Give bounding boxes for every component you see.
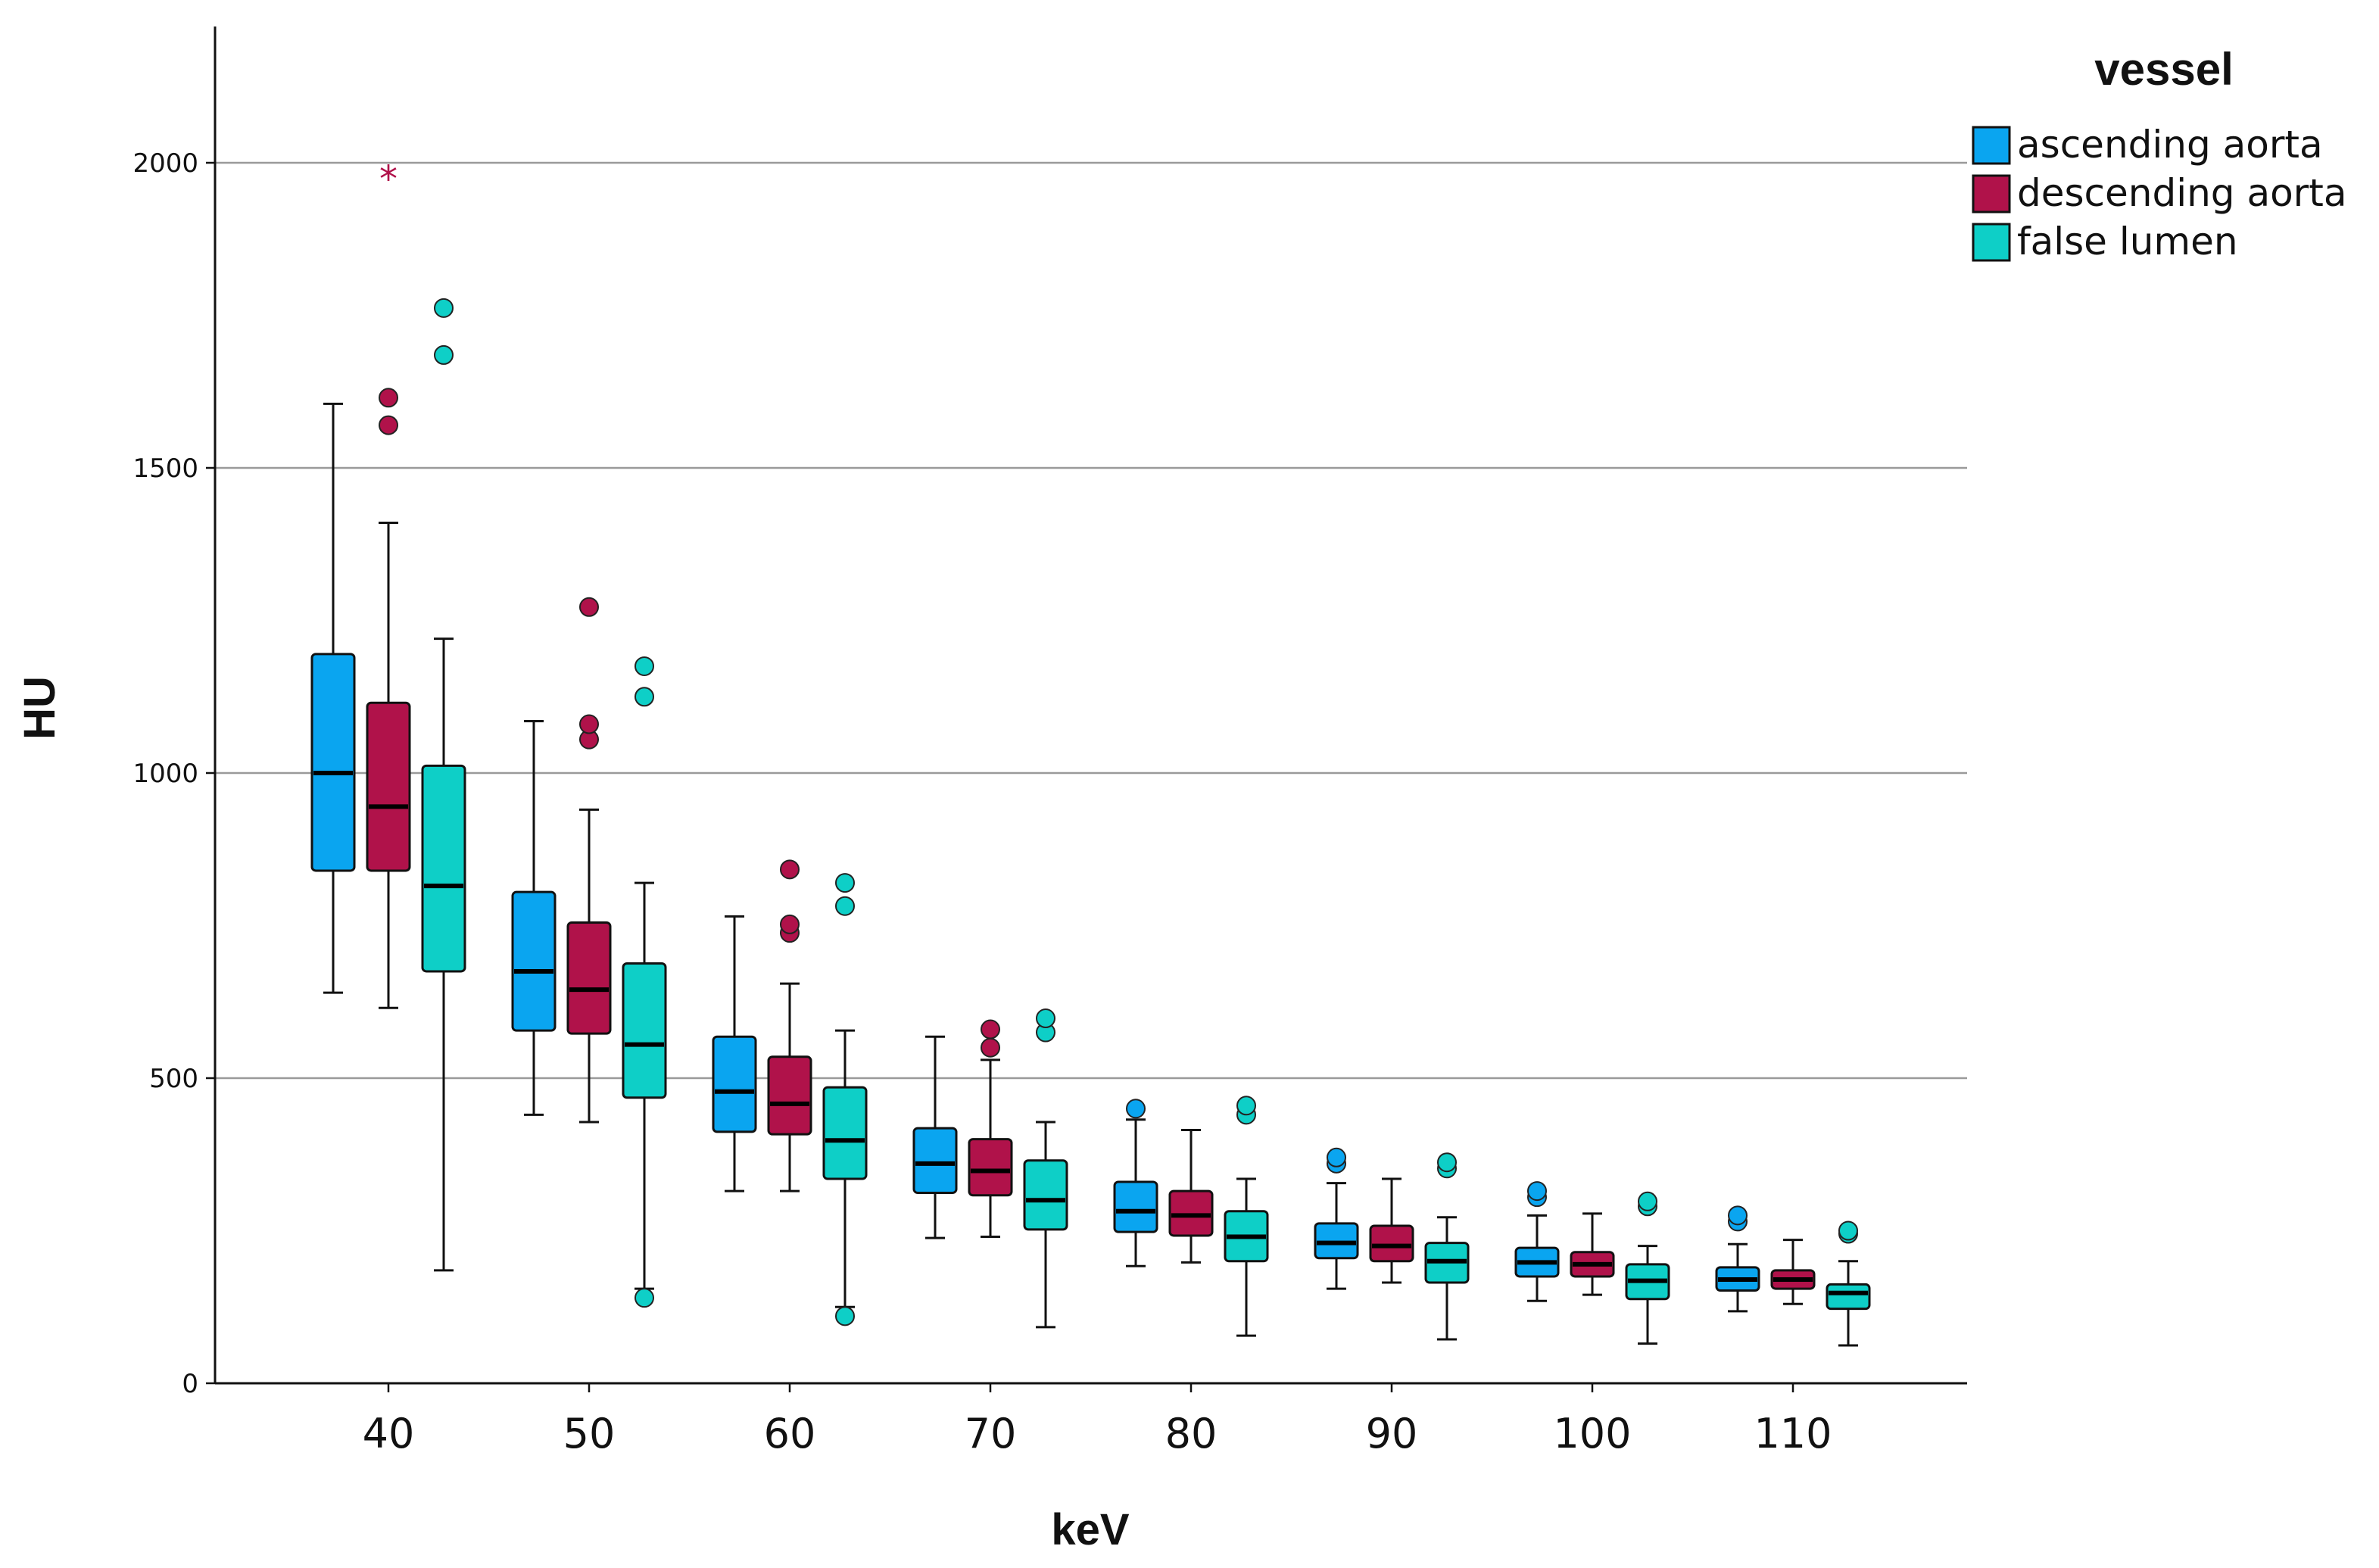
box-false-lumen-40 <box>421 298 466 1272</box>
series-ascending-aorta <box>310 402 1760 1313</box>
box-ascending-aorta-110 <box>1715 1205 1760 1313</box>
outlier-point <box>981 1037 1000 1058</box>
box-iqr <box>1113 1180 1158 1233</box>
series-descending-aorta: * <box>366 158 1816 1305</box>
box-iqr <box>968 1138 1013 1197</box>
series-false-lumen <box>421 298 1871 1347</box>
outlier-point <box>1728 1205 1748 1226</box>
y-tick-label-1500: 1500 <box>133 454 198 484</box>
legend-swatch-descending-aorta <box>1972 174 2011 214</box>
x-tick-label-50: 50 <box>563 1410 616 1457</box>
box-iqr <box>566 921 612 1035</box>
y-tick-label-1000: 1000 <box>133 759 198 789</box>
outlier-point <box>835 873 855 893</box>
outlier-point <box>434 344 454 365</box>
y-tick-label-2000: 2000 <box>133 148 198 179</box>
box-iqr <box>310 653 356 872</box>
legend-swatch-ascending-aorta <box>1972 126 2011 165</box>
x-tick-label-90: 90 <box>1366 1410 1418 1457</box>
box-iqr <box>421 764 466 973</box>
outlier-point <box>780 859 800 880</box>
box-iqr <box>822 1086 868 1180</box>
box-iqr <box>1369 1224 1414 1263</box>
box-descending-aorta-40: * <box>366 158 411 1009</box>
outlier-point <box>1838 1220 1858 1241</box>
box-false-lumen-90 <box>1424 1152 1470 1341</box>
outlier-point <box>1036 1008 1055 1029</box>
x-axis-ticks: 40 50 60 70 80 90 100 110 <box>363 1383 1832 1457</box>
gridlines <box>215 161 1967 1080</box>
y-axis-title: HU <box>15 676 64 740</box>
outlier-point <box>635 656 654 676</box>
box-series: * <box>310 158 1871 1347</box>
box-ascending-aorta-100 <box>1514 1181 1560 1302</box>
extreme-point: * <box>379 158 398 201</box>
box-ascending-aorta-60 <box>712 915 757 1192</box>
outlier-point <box>635 1288 654 1308</box>
x-tick-label-100: 100 <box>1553 1410 1631 1457</box>
legend-label-false-lumen: false lumen <box>2017 220 2238 263</box>
outlier-point <box>379 415 398 435</box>
box-false-lumen-50 <box>622 656 667 1308</box>
outlier-point <box>1527 1181 1547 1202</box>
outlier-point <box>434 298 454 318</box>
outlier-point <box>579 597 599 617</box>
outlier-point <box>1327 1147 1346 1167</box>
box-false-lumen-100 <box>1625 1191 1670 1345</box>
box-descending-aorta-50 <box>566 597 612 1124</box>
box-ascending-aorta-80 <box>1113 1099 1158 1267</box>
legend-label-descending-aorta: descending aorta <box>2017 171 2346 215</box>
outlier-point <box>1126 1099 1146 1119</box>
outlier-point <box>981 1019 1000 1040</box>
outlier-point <box>1437 1152 1457 1173</box>
x-tick-label-60: 60 <box>764 1410 816 1457</box>
outlier-point <box>1236 1096 1256 1116</box>
legend-label-ascending-aorta: ascending aorta <box>2017 123 2323 167</box>
box-descending-aorta-60 <box>767 859 812 1192</box>
box-descending-aorta-100 <box>1570 1212 1615 1296</box>
outlier-point <box>1638 1191 1657 1211</box>
x-tick-label-110: 110 <box>1754 1410 1832 1457</box>
box-iqr <box>767 1055 812 1136</box>
box-ascending-aorta-70 <box>912 1035 958 1239</box>
outlier-point <box>579 714 599 734</box>
outlier-point <box>379 388 398 408</box>
box-false-lumen-80 <box>1224 1096 1269 1337</box>
legend-title: vessel <box>2094 44 2234 95</box>
y-tick-label-0: 0 <box>182 1369 198 1399</box>
box-descending-aorta-90 <box>1369 1177 1414 1284</box>
box-iqr <box>1826 1283 1871 1311</box>
box-iqr <box>366 701 411 872</box>
legend-swatch-false-lumen <box>1972 223 2011 262</box>
box-ascending-aorta-40 <box>310 402 356 994</box>
outlier-point <box>835 1306 855 1326</box>
y-tick-label-500: 500 <box>149 1064 198 1094</box>
box-false-lumen-70 <box>1023 1008 1068 1329</box>
box-false-lumen-60 <box>822 873 868 1326</box>
x-tick-label-80: 80 <box>1165 1410 1218 1457</box>
box-false-lumen-110 <box>1826 1220 1871 1347</box>
box-iqr <box>912 1127 958 1195</box>
box-iqr <box>511 890 557 1032</box>
box-iqr <box>622 962 667 1099</box>
box-descending-aorta-70 <box>968 1019 1013 1239</box>
outlier-point <box>780 914 800 934</box>
box-iqr <box>712 1035 757 1133</box>
x-tick-label-70: 70 <box>965 1410 1017 1457</box>
x-tick-label-40: 40 <box>363 1410 415 1457</box>
box-descending-aorta-110 <box>1770 1239 1816 1305</box>
box-descending-aorta-80 <box>1168 1129 1214 1264</box>
box-iqr <box>1023 1159 1068 1231</box>
axes <box>214 26 1967 1385</box>
y-axis-ticks: 0 500 1000 1500 2000 <box>133 148 215 1399</box>
outlier-point <box>835 896 855 916</box>
outlier-point <box>635 687 654 707</box>
box-ascending-aorta-90 <box>1314 1147 1359 1290</box>
box-ascending-aorta-50 <box>511 719 557 1116</box>
x-axis-title: keV <box>1051 1505 1130 1554</box>
